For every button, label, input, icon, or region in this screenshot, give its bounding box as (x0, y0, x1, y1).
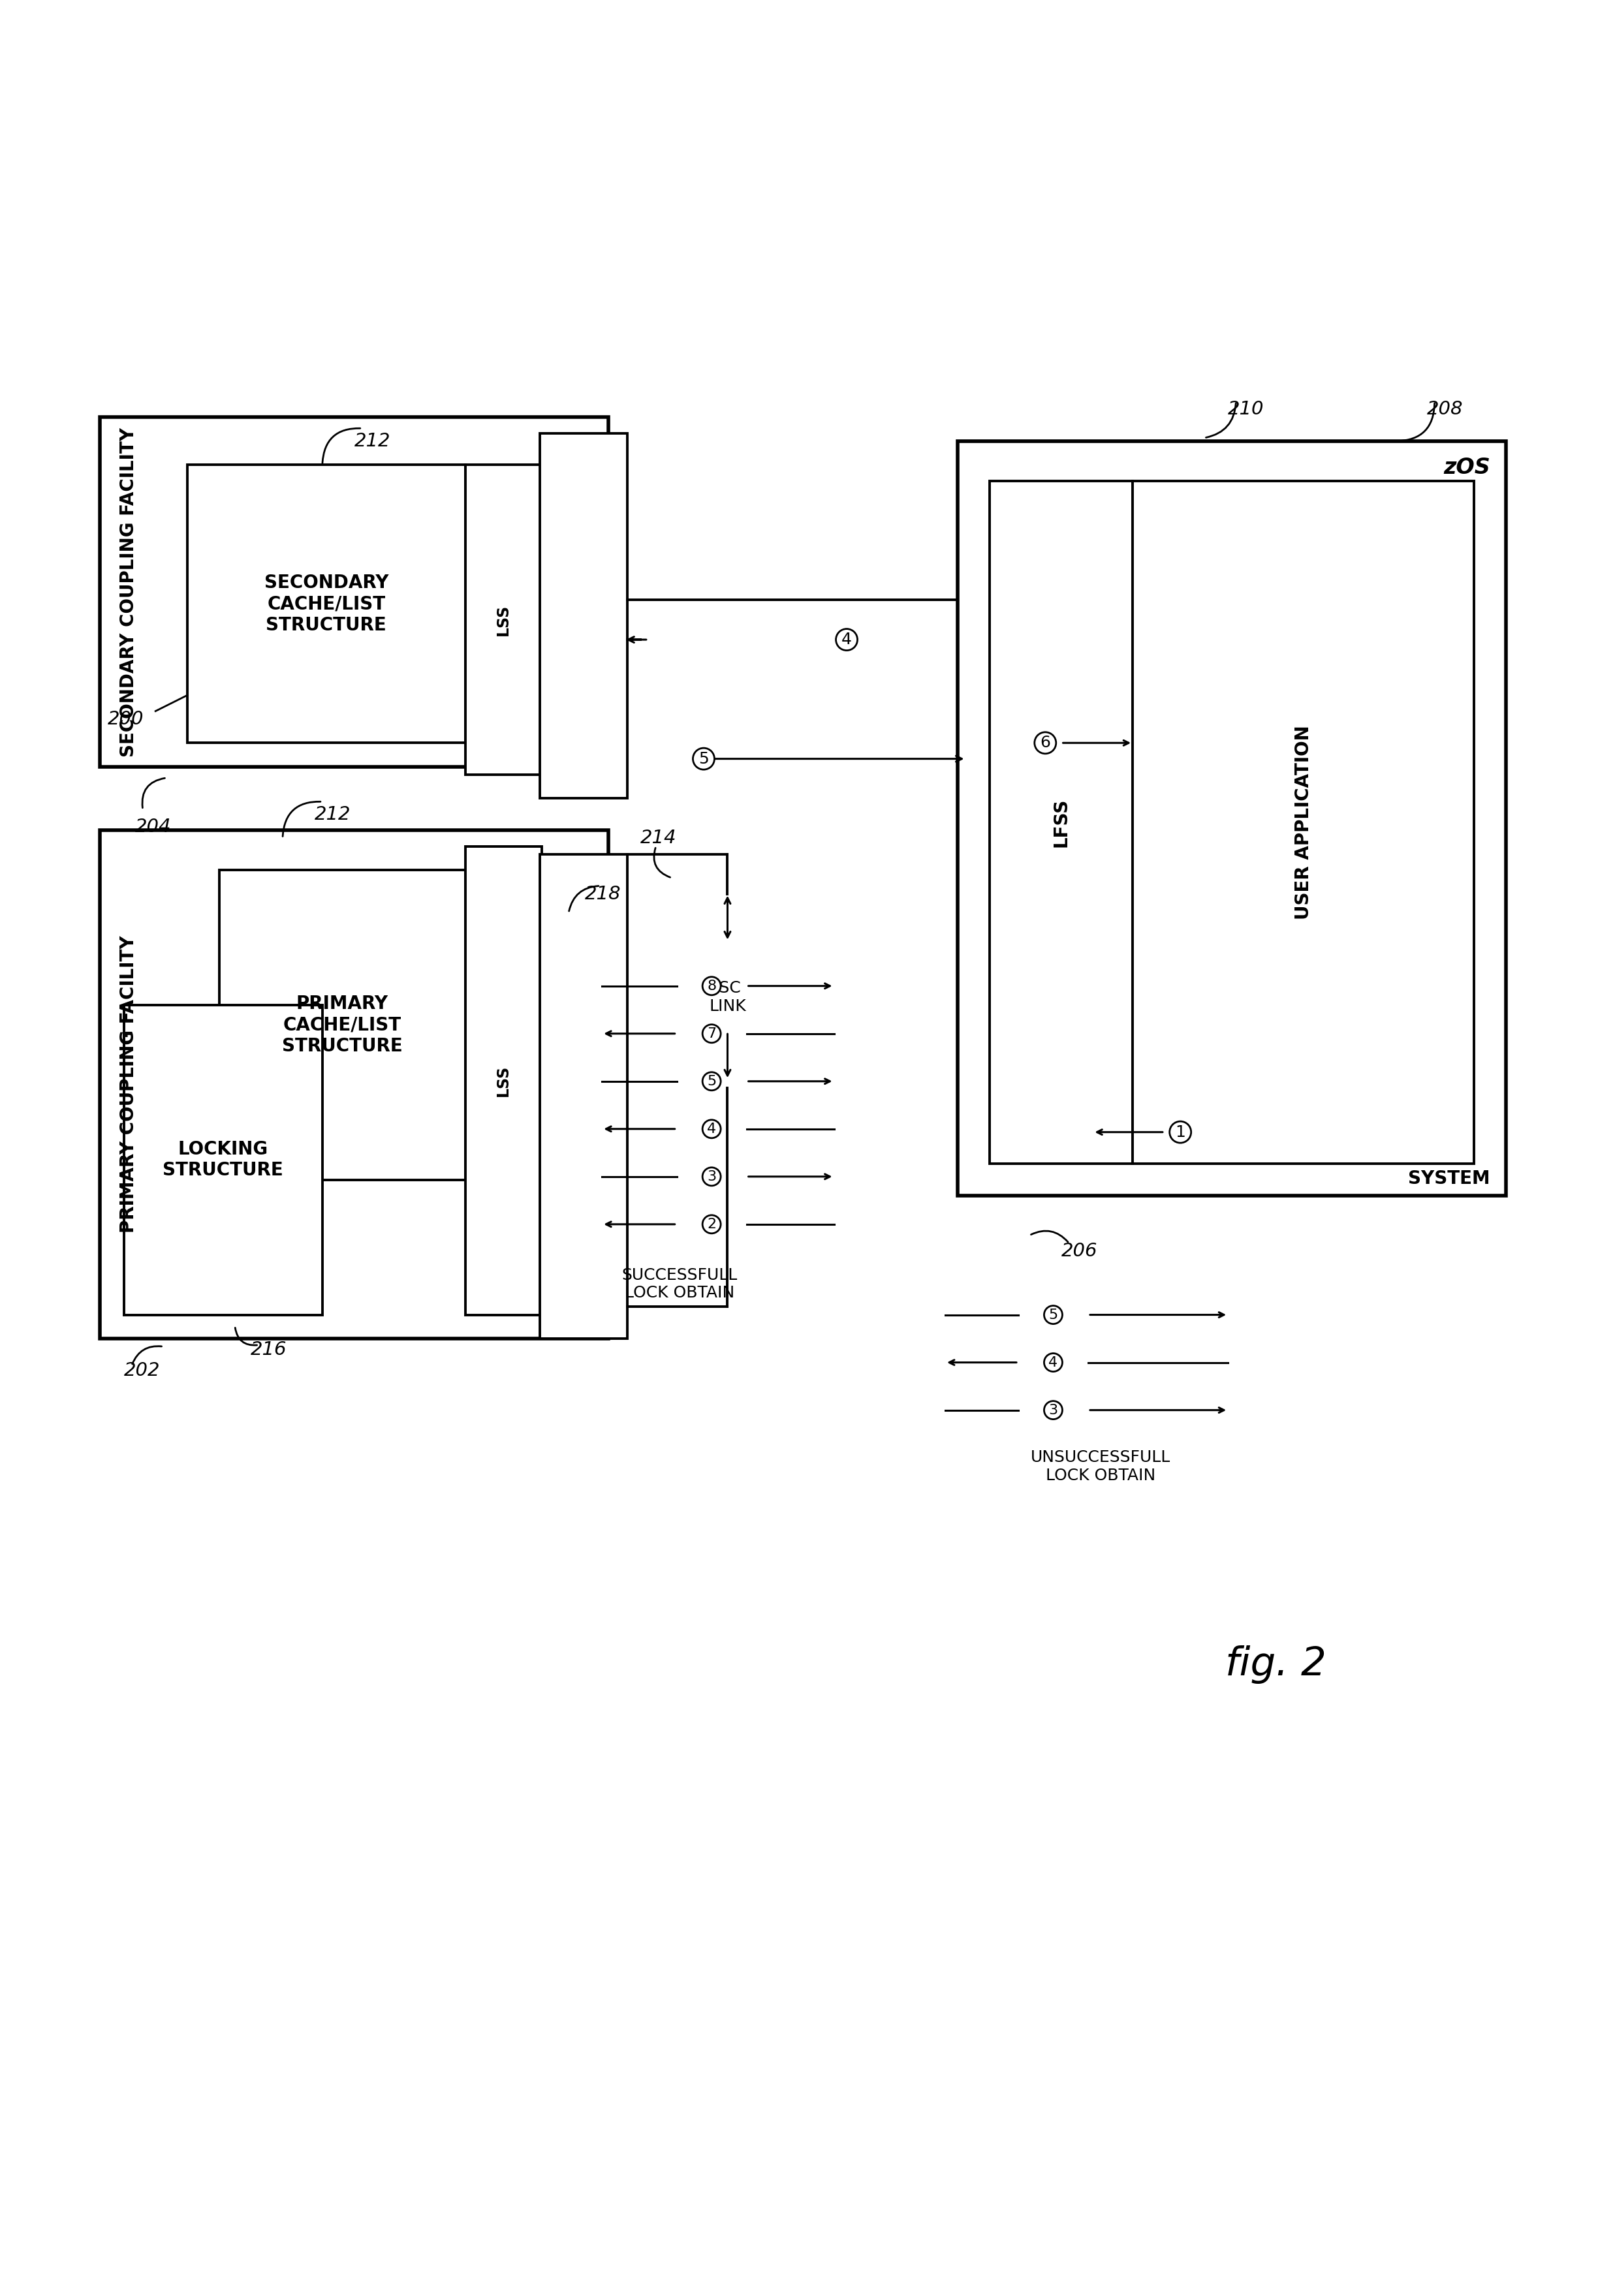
Text: SUCCESSFULL
LOCK OBTAIN: SUCCESSFULL LOCK OBTAIN (622, 1267, 738, 1302)
FancyBboxPatch shape (187, 464, 465, 744)
Text: zOS: zOS (1443, 457, 1491, 478)
Text: 4: 4 (706, 1123, 716, 1137)
FancyBboxPatch shape (1133, 480, 1475, 1164)
Text: 204: 204 (134, 817, 171, 836)
Text: LFSS: LFSS (1051, 797, 1071, 847)
Text: 6: 6 (1040, 735, 1050, 751)
Text: 212: 212 (315, 806, 350, 824)
Text: 208: 208 (1427, 400, 1462, 418)
Text: 4: 4 (842, 631, 852, 647)
FancyBboxPatch shape (219, 870, 465, 1180)
FancyBboxPatch shape (465, 847, 542, 1316)
Text: SYSTEM: SYSTEM (1408, 1169, 1491, 1187)
Text: UNSUCCESSFULL
LOCK OBTAIN: UNSUCCESSFULL LOCK OBTAIN (1031, 1449, 1171, 1483)
FancyBboxPatch shape (99, 418, 609, 767)
Text: 5: 5 (698, 751, 710, 767)
Text: 218: 218 (585, 884, 620, 902)
Text: 5: 5 (706, 1075, 716, 1088)
Text: LOCKING
STRUCTURE: LOCKING STRUCTURE (163, 1141, 283, 1180)
FancyBboxPatch shape (540, 854, 628, 1339)
Text: PRIMARY
CACHE/LIST
STRUCTURE: PRIMARY CACHE/LIST STRUCTURE (281, 994, 403, 1056)
Text: 1: 1 (1175, 1125, 1186, 1139)
FancyBboxPatch shape (99, 831, 609, 1339)
Text: 210: 210 (1227, 400, 1264, 418)
Text: 206: 206 (1061, 1242, 1098, 1261)
Text: 3: 3 (1048, 1403, 1058, 1417)
Text: 2: 2 (706, 1217, 716, 1231)
Text: 5: 5 (1048, 1309, 1058, 1320)
Text: USER APPLICATION: USER APPLICATION (1294, 726, 1312, 918)
Text: 214: 214 (641, 829, 676, 847)
FancyBboxPatch shape (465, 464, 542, 774)
Text: fig. 2: fig. 2 (1226, 1644, 1326, 1683)
Text: PRIMARY COUPLING FACILITY: PRIMARY COUPLING FACILITY (120, 937, 137, 1233)
Text: 200: 200 (107, 709, 144, 728)
Text: 8: 8 (706, 980, 716, 992)
Text: 216: 216 (251, 1341, 288, 1359)
FancyBboxPatch shape (957, 441, 1505, 1196)
Text: SECONDARY
CACHE/LIST
STRUCTURE: SECONDARY CACHE/LIST STRUCTURE (264, 574, 388, 634)
Text: 202: 202 (123, 1362, 160, 1380)
Text: 7: 7 (706, 1026, 716, 1040)
FancyBboxPatch shape (123, 1006, 323, 1316)
Text: SECONDARY COUPLING FACILITY: SECONDARY COUPLING FACILITY (120, 427, 137, 758)
Text: LSS: LSS (495, 604, 511, 636)
Text: 4: 4 (1048, 1357, 1058, 1368)
Text: 212: 212 (355, 432, 390, 450)
Text: 3: 3 (706, 1171, 716, 1182)
FancyBboxPatch shape (540, 434, 628, 799)
FancyBboxPatch shape (989, 480, 1133, 1164)
Text: LSS: LSS (495, 1065, 511, 1095)
Text: ISC
LINK: ISC LINK (710, 980, 746, 1015)
